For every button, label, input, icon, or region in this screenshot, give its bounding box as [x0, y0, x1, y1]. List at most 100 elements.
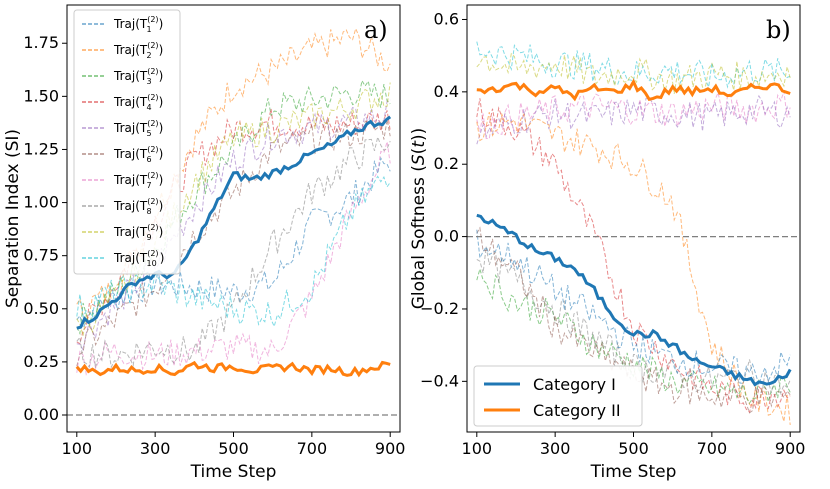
y-label-part: S — [409, 154, 429, 165]
legend-label-close: ) — [159, 43, 164, 57]
legend-label-sub: 1 — [147, 25, 152, 34]
x-tick-label: 300 — [540, 439, 571, 458]
legend-label-base: Traj(T — [113, 69, 148, 83]
faint-series-line — [76, 119, 391, 367]
panel-a-si-chart: 100 300 500 700 900 0.00 0.25 0.50 0.75 1.00 1.25 1… — [3, 4, 406, 482]
x-axis-label: Time Step — [590, 462, 677, 482]
x-tick-label: 900 — [375, 439, 406, 458]
legend-label-close: ) — [159, 225, 164, 239]
y-label-part: ( — [409, 148, 429, 155]
legend-label-close: ) — [159, 69, 164, 83]
legend-label: Traj(T(2) 2) — [113, 41, 163, 60]
y-tick-label: 0.00 — [23, 405, 59, 424]
faint-series-line — [476, 246, 791, 396]
bold-series-line — [76, 115, 392, 330]
legend-label-sup: (2) — [147, 41, 158, 50]
legend-label-sup: (2) — [147, 145, 158, 154]
y-tick-label: 1.50 — [23, 86, 59, 105]
legend-label: Traj(T(2) 1) — [113, 15, 163, 34]
y-axis-label: Global Softness (S(t)) — [409, 128, 429, 310]
x-tick-label: 300 — [140, 439, 171, 458]
legend-label-sub: 5 — [147, 129, 152, 138]
panel-tag: b) — [766, 16, 791, 44]
legend-label-close: ) — [159, 147, 164, 161]
legend-label-sup: (2) — [147, 67, 158, 76]
legend-label: Traj(T(2) 6) — [113, 145, 163, 164]
x-tick-label: 700 — [697, 439, 728, 458]
y-label-part: t — [409, 140, 429, 148]
y-label-part: )) — [409, 128, 429, 141]
legend-label: Traj(T(2) 9) — [113, 223, 163, 242]
y-label-part: Global Softness ( — [409, 165, 429, 309]
faint-series-line — [76, 156, 391, 329]
y-tick-label: 1.00 — [23, 193, 59, 212]
faint-series-line — [476, 98, 791, 414]
legend-label: Category II — [533, 401, 621, 420]
legend-label-sup: (2) — [147, 119, 158, 128]
faint-series-line — [76, 175, 391, 328]
legend-label: Traj(T(2) 7) — [113, 171, 163, 190]
panel-b-softness-chart: 100 300 500 700 900 −0.4 −0.2 0.0 0.2 0.4 0.6 Time … — [409, 4, 805, 482]
x-tick-label: 100 — [462, 439, 493, 458]
legend-label-close: ) — [159, 95, 164, 109]
bold-series-line — [476, 213, 792, 387]
x-tick-label: 500 — [218, 439, 249, 458]
faint-series-line — [76, 99, 391, 352]
faint-series-line — [76, 108, 391, 345]
legend-label-sup: (2) — [147, 249, 158, 258]
legend-label-base: Traj(T — [113, 95, 148, 109]
legend-label: Traj(T(2) 3) — [113, 67, 163, 86]
legend-label-sub: 4 — [147, 103, 152, 112]
legend-label-close: ) — [159, 173, 164, 187]
legend-label-base: Traj(T — [113, 147, 148, 161]
legend-label-sub: 2 — [147, 51, 152, 60]
panel-tag: a) — [364, 16, 388, 44]
legend-label-close: ) — [159, 199, 164, 213]
y-tick-label: 0.6 — [434, 9, 459, 28]
x-tick-label: 700 — [297, 439, 328, 458]
y-tick-label: 0.2 — [434, 154, 459, 173]
y-tick-label: −0.4 — [420, 371, 459, 390]
faint-series-line — [476, 94, 791, 145]
bold-series-line — [75, 360, 391, 378]
legend-label-base: Traj(T — [113, 251, 148, 265]
y-tick-label: 0.50 — [23, 299, 59, 318]
y-tick-label: 0.75 — [23, 246, 59, 265]
x-tick-label: 500 — [618, 439, 649, 458]
legend-label-sub: 6 — [147, 155, 152, 164]
legend-label: Traj(T(2) 4) — [113, 93, 163, 112]
faint-series-line — [76, 141, 391, 376]
y-tick-label: 0.25 — [23, 352, 59, 371]
legend-label-close: ) — [160, 251, 165, 265]
x-tick-label: 100 — [62, 439, 93, 458]
bold-series-line — [476, 78, 791, 102]
legend-label-close: ) — [159, 121, 164, 135]
legend-label: Traj(T(2) 8) — [113, 197, 163, 216]
y-tick-label: 1.75 — [23, 33, 59, 52]
faint-series-line — [476, 111, 791, 426]
legend-label-sup: (2) — [147, 223, 158, 232]
legend-label-base: Traj(T — [113, 173, 148, 187]
legend-label-base: Traj(T — [113, 225, 148, 239]
faint-trajectories — [476, 41, 791, 426]
legend-label: Traj(T(2) 10) — [113, 249, 164, 268]
legend: Category I Category II — [473, 365, 643, 427]
faint-series-line — [476, 91, 791, 140]
y-tick-label: −0.2 — [420, 299, 459, 318]
legend-label-sup: (2) — [147, 93, 158, 102]
legend-label-base: Traj(T — [113, 17, 148, 31]
legend-label-sub: 7 — [147, 181, 152, 190]
legend-label-base: Traj(T — [113, 199, 148, 213]
y-tick-label: 1.25 — [23, 139, 59, 158]
legend-label-sub: 9 — [147, 233, 152, 242]
y-axis-label: Separation Index (SI) — [3, 129, 23, 308]
legend-label-base: Traj(T — [113, 43, 148, 57]
legend-label-sup: (2) — [147, 15, 158, 24]
legend-label-sup: (2) — [147, 197, 158, 206]
legend-label: Category I — [533, 375, 616, 394]
legend-label-base: Traj(T — [113, 121, 148, 135]
legend-label-sup: (2) — [147, 171, 158, 180]
x-axis-label: Time Step — [190, 462, 277, 482]
legend-label-sub: 10 — [147, 259, 157, 268]
